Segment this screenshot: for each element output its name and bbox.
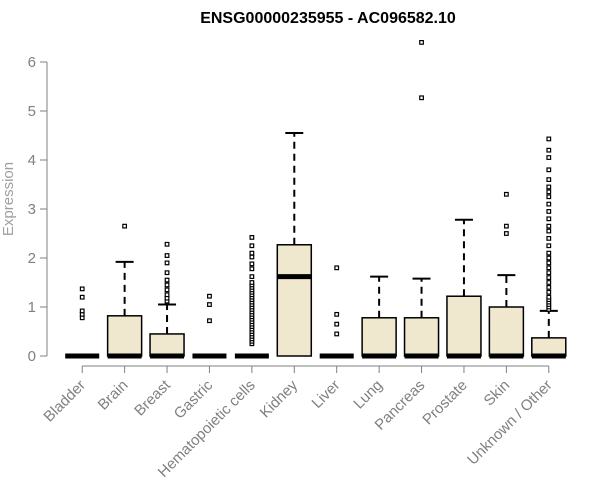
y-tick-label: 4 bbox=[28, 152, 36, 169]
outlier-point bbox=[546, 270, 552, 276]
outlier-point bbox=[546, 136, 552, 142]
y-axis-label: Expression bbox=[0, 162, 17, 236]
outlier-point bbox=[503, 231, 509, 236]
outlier-point bbox=[207, 318, 212, 324]
outlier-point bbox=[546, 250, 552, 256]
outlier-point bbox=[249, 254, 255, 260]
outlier-point bbox=[249, 274, 255, 280]
outlier-point bbox=[164, 260, 170, 266]
box bbox=[276, 244, 313, 357]
outlier-point bbox=[503, 191, 509, 197]
x-tick-label: Brain bbox=[95, 377, 132, 414]
y-tick-label: 0 bbox=[28, 348, 36, 365]
outlier-point bbox=[503, 223, 509, 229]
box-group bbox=[488, 191, 525, 359]
box bbox=[106, 315, 143, 357]
box-group bbox=[361, 275, 397, 359]
outlier-point bbox=[546, 194, 552, 200]
box-group bbox=[234, 235, 269, 359]
outlier-point bbox=[334, 311, 340, 317]
outlier-point bbox=[546, 201, 552, 207]
x-tick-label: Prostate bbox=[419, 377, 471, 429]
box bbox=[488, 306, 525, 357]
box-group bbox=[65, 286, 100, 359]
box-group bbox=[106, 223, 143, 359]
outlier-point bbox=[546, 209, 552, 214]
y-tick-label: 3 bbox=[28, 201, 36, 218]
outlier-point bbox=[164, 270, 170, 276]
outlier-point bbox=[334, 265, 340, 271]
y-tick-label: 6 bbox=[28, 54, 36, 71]
outlier-point bbox=[249, 243, 255, 249]
outlier-point bbox=[79, 294, 85, 300]
y-tick-label: 1 bbox=[28, 299, 36, 316]
box bbox=[446, 295, 482, 357]
outlier-point bbox=[419, 95, 424, 101]
outlier-point bbox=[249, 280, 255, 285]
outlier-point bbox=[546, 289, 552, 295]
box-group bbox=[192, 293, 227, 359]
outlier-point bbox=[79, 308, 85, 314]
outlier-point bbox=[164, 282, 170, 288]
outlier-point bbox=[546, 285, 552, 290]
outlier-point bbox=[207, 293, 212, 299]
box-group bbox=[446, 218, 482, 359]
y-axis: 0 1 2 3 4 5 6 bbox=[28, 54, 48, 365]
box-group bbox=[403, 39, 440, 359]
x-tick-label: Bladder bbox=[40, 377, 89, 426]
outlier-point bbox=[546, 260, 552, 266]
outlier-point bbox=[546, 265, 552, 271]
outlier-point bbox=[546, 275, 552, 280]
outlier-point bbox=[546, 147, 552, 153]
outlier-point bbox=[546, 294, 552, 300]
outlier-point bbox=[546, 228, 552, 234]
outlier-point bbox=[249, 266, 255, 272]
outlier-point bbox=[546, 184, 552, 190]
outlier-point bbox=[249, 250, 255, 256]
box bbox=[531, 337, 567, 357]
box-group bbox=[276, 132, 313, 357]
outlier-point bbox=[546, 189, 552, 195]
box-group bbox=[149, 241, 185, 359]
outlier-point bbox=[546, 243, 552, 249]
box-group bbox=[319, 265, 354, 359]
outlier-point bbox=[419, 39, 424, 45]
outlier-point bbox=[122, 223, 128, 229]
x-tick-label: Breast bbox=[131, 376, 174, 419]
x-tick-label: Skin bbox=[481, 377, 514, 410]
outlier-point bbox=[546, 280, 552, 285]
outlier-point bbox=[164, 287, 170, 293]
box bbox=[149, 333, 185, 357]
y-tick-label: 2 bbox=[28, 250, 36, 267]
outlier-point bbox=[546, 236, 552, 241]
outlier-point bbox=[164, 253, 170, 258]
x-tick-label: Kidney bbox=[257, 376, 302, 421]
box bbox=[361, 317, 397, 357]
outlier-point bbox=[164, 292, 170, 298]
outlier-point bbox=[546, 223, 552, 229]
outlier-point bbox=[207, 302, 212, 307]
outlier-point bbox=[546, 155, 552, 160]
outlier-point bbox=[546, 177, 552, 183]
box-group bbox=[531, 136, 567, 359]
outlier-point bbox=[79, 286, 85, 292]
outlier-point bbox=[249, 261, 255, 267]
x-tick-label: Lung bbox=[350, 377, 386, 413]
boxes bbox=[65, 39, 567, 359]
outlier-point bbox=[164, 241, 170, 247]
outlier-point bbox=[546, 255, 552, 261]
outlier-point bbox=[334, 331, 340, 337]
outlier-point bbox=[249, 235, 255, 240]
outlier-point bbox=[546, 216, 552, 222]
outlier-point bbox=[164, 277, 170, 283]
box bbox=[403, 317, 440, 357]
chart-title: ENSG00000235955 - AC096582.10 bbox=[200, 10, 456, 27]
x-tick-label: Liver bbox=[309, 377, 344, 412]
outlier-point bbox=[546, 167, 552, 173]
y-tick-label: 5 bbox=[28, 103, 36, 120]
outlier-point bbox=[334, 321, 340, 327]
